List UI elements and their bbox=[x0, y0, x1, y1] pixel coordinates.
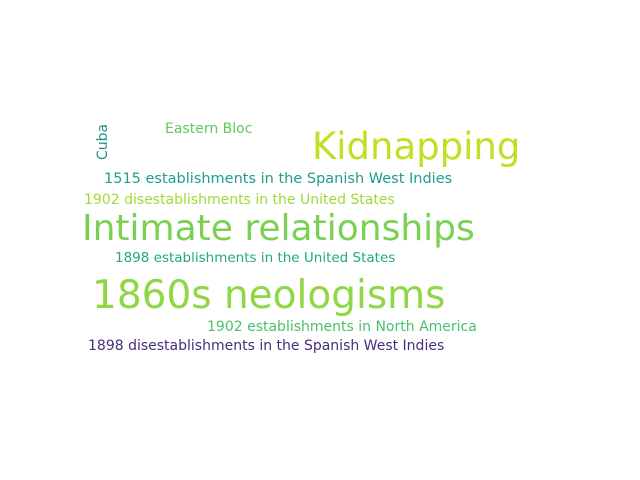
word-1860s-neologisms: 1860s neologisms bbox=[92, 273, 446, 318]
word-1902-establishments-north-america: 1902 establishments in North America bbox=[207, 319, 477, 335]
word-1898-establishments-united-states: 1898 establishments in the United States bbox=[115, 250, 396, 266]
word-1902-disestablishments-united-states: 1902 disestablishments in the United Sta… bbox=[84, 192, 395, 208]
word-1515-establishments-spanish-west-indies: 1515 establishments in the Spanish West … bbox=[104, 171, 453, 187]
word-cuba: Cuba bbox=[95, 123, 111, 160]
word-intimate-relationships: Intimate relationships bbox=[82, 208, 475, 249]
word-1898-disestablishments-spanish-west-indies: 1898 disestablishments in the Spanish We… bbox=[88, 338, 445, 354]
word-kidnapping: Kidnapping bbox=[312, 125, 521, 168]
word-eastern-bloc: Eastern Bloc bbox=[165, 121, 253, 137]
